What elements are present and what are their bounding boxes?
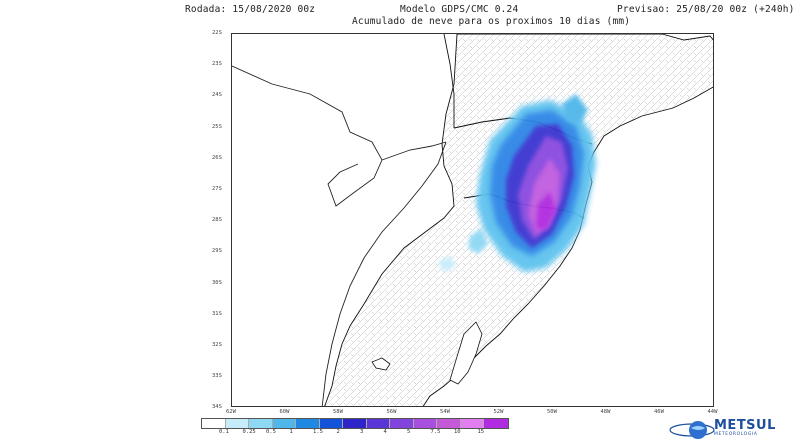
scale-label: 2 (336, 429, 340, 435)
lat-tick-label: 28S (212, 217, 222, 224)
map-subtitle: Acumulado de neve para os proximos 10 di… (352, 16, 631, 27)
run-label: Rodada: 15/08/2020 00z (185, 4, 316, 15)
country-border (321, 141, 447, 406)
lon-tick-label: 54W (440, 409, 450, 415)
country-border (232, 65, 447, 161)
lon-tick-label: 50W (547, 409, 557, 415)
lat-tick-label: 25S (212, 123, 222, 130)
scale-label: 4 (383, 429, 387, 435)
lat-tick-label: 34S (212, 404, 222, 411)
scale-swatch (460, 419, 484, 428)
scale-swatch (249, 419, 273, 428)
lon-tick-label: 44W (707, 409, 718, 415)
lat-tick-label: 23S (212, 61, 222, 68)
lon-tick-label: 46W (654, 409, 664, 415)
scale-label: 0.1 (219, 429, 229, 435)
lagoon (449, 321, 483, 385)
scale-swatch (343, 419, 367, 428)
scale-label: 1.5 (313, 429, 323, 435)
lat-tick-label: 32S (212, 342, 222, 348)
scale-label: 15 (477, 429, 485, 435)
lat-tick-label: 24S (212, 92, 222, 99)
scale-label: 0.5 (266, 429, 276, 435)
scale-swatch (319, 419, 343, 428)
scale-label: 5 (407, 429, 411, 435)
scale-swatch (484, 419, 508, 428)
lon-tick-label: 62W (226, 409, 236, 415)
forecast-label: Previsao: 25/08/20 00z (+240h) (617, 4, 795, 15)
lat-tick-label: 31S (212, 310, 222, 317)
scale-swatch (437, 419, 461, 428)
scale-swatch (413, 419, 437, 428)
snow-shading (438, 94, 596, 272)
scale-swatch (366, 419, 390, 428)
logo-subtitle: METEOROLOGIA (714, 432, 758, 437)
color-scale (201, 418, 509, 429)
lat-tick-label: 33S (212, 373, 222, 380)
lat-tick-label: 27S (212, 186, 222, 192)
scale-label: 7.5 (430, 429, 441, 435)
map-canvas (232, 34, 713, 406)
scale-label: 1 (289, 429, 293, 435)
lagoon (371, 357, 391, 371)
scale-label: 10 (454, 429, 461, 435)
scale-swatch (296, 419, 320, 428)
scale-swatch (202, 419, 226, 428)
globe-icon (669, 421, 715, 439)
country-border (327, 159, 383, 207)
lon-tick-label: 58W (333, 409, 343, 415)
scale-swatch (272, 419, 296, 428)
scale-swatch (390, 419, 414, 428)
lat-tick-label: 30S (212, 279, 222, 286)
lon-tick-label: 60W (279, 409, 290, 415)
logo-wordmark: METSUL (714, 418, 776, 433)
lon-tick-label: 52W (493, 409, 504, 415)
lat-tick-label: 29S (212, 248, 222, 255)
map-panel[interactable] (231, 33, 714, 407)
scale-label: 0.25 (242, 429, 256, 435)
scale-label: 3 (360, 429, 364, 435)
lon-tick-label: 56W (386, 409, 397, 415)
lat-tick-label: 26S (212, 154, 222, 161)
model-label: Modelo GDPS/CMC 0.24 (400, 4, 519, 15)
lon-tick-label: 48W (600, 409, 611, 415)
state-border (443, 34, 455, 128)
scale-swatch (225, 419, 249, 428)
lat-tick-label: 22S (212, 30, 222, 36)
